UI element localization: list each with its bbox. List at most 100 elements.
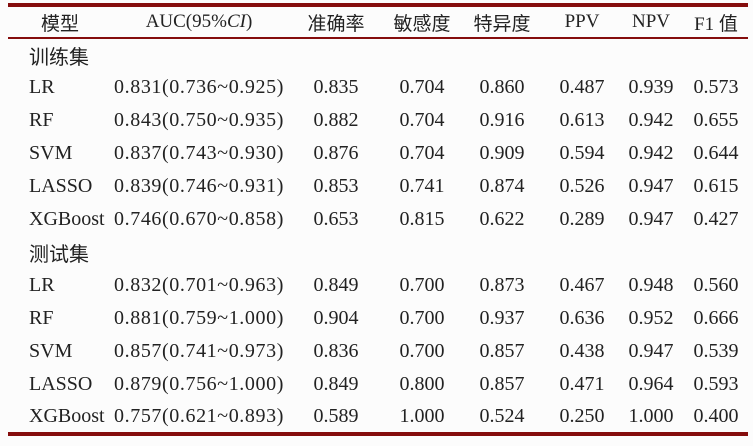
- cell-accuracy: 0.853: [313, 175, 359, 197]
- cell-f1: 0.400: [693, 405, 739, 427]
- cell-accuracy: 0.835: [313, 76, 359, 98]
- cell-npv: 0.939: [628, 76, 674, 98]
- cell-f1: 0.427: [693, 208, 739, 230]
- table-row: RF 0.843(0.750~0.935) 0.882 0.704 0.916 …: [8, 104, 748, 137]
- cell-f1: 0.644: [693, 142, 739, 164]
- cell-sensitivity: 0.700: [399, 307, 445, 329]
- cell-ppv: 0.467: [559, 274, 605, 296]
- table-row: LR 0.831(0.736~0.925) 0.835 0.704 0.860 …: [8, 71, 748, 104]
- cell-npv: 0.947: [628, 208, 674, 230]
- cell-ppv: 0.250: [559, 405, 605, 427]
- table-row: XGBoost 0.757(0.621~0.893) 0.589 1.000 0…: [8, 401, 748, 434]
- cell-sensitivity: 0.700: [399, 274, 445, 296]
- cell-accuracy: 0.653: [313, 208, 359, 230]
- cell-model: LASSO: [29, 373, 93, 395]
- cell-ppv: 0.487: [559, 76, 605, 98]
- cell-sensitivity: 0.704: [399, 76, 445, 98]
- cell-auc: 0.832(0.701~0.963): [114, 274, 284, 296]
- cell-sensitivity: 0.704: [399, 142, 445, 164]
- cell-auc: 0.757(0.621~0.893): [114, 405, 284, 427]
- header-auc-post: ): [245, 11, 253, 32]
- cell-ppv: 0.636: [559, 307, 605, 329]
- cell-accuracy: 0.882: [313, 109, 359, 131]
- cell-f1: 0.573: [693, 76, 739, 98]
- cell-auc: 0.831(0.736~0.925): [114, 76, 284, 98]
- header-sensitivity: 敏感度: [386, 5, 458, 39]
- cell-model: RF: [29, 307, 54, 329]
- table-header: 模型 AUC(95%CI) 准确率 敏感度 特异度 PPV NPV F1 值: [8, 5, 748, 39]
- model-metrics-table: 模型 AUC(95%CI) 准确率 敏感度 特异度 PPV NPV F1 值 训…: [8, 3, 748, 436]
- table-row: SVM 0.837(0.743~0.930) 0.876 0.704 0.909…: [8, 137, 748, 170]
- cell-f1: 0.560: [693, 274, 739, 296]
- cell-specificity: 0.622: [479, 208, 525, 230]
- cell-accuracy: 0.876: [313, 142, 359, 164]
- cell-ppv: 0.613: [559, 109, 605, 131]
- cell-f1: 0.615: [693, 175, 739, 197]
- section-label-test: 测试集: [29, 244, 89, 266]
- cell-accuracy: 0.849: [313, 274, 359, 296]
- cell-f1: 0.593: [693, 373, 739, 395]
- table-row: LASSO 0.839(0.746~0.931) 0.853 0.741 0.8…: [8, 170, 748, 203]
- cell-accuracy: 0.589: [313, 405, 359, 427]
- cell-specificity: 0.874: [479, 175, 525, 197]
- header-npv: NPV: [618, 5, 684, 39]
- cell-specificity: 0.937: [479, 307, 525, 329]
- header-row: 模型 AUC(95%CI) 准确率 敏感度 特异度 PPV NPV F1 值: [8, 5, 748, 39]
- cell-sensitivity: 0.800: [399, 373, 445, 395]
- cell-accuracy: 0.836: [313, 340, 359, 362]
- table-row: XGBoost 0.746(0.670~0.858) 0.653 0.815 0…: [8, 203, 748, 236]
- cell-npv: 1.000: [628, 405, 674, 427]
- cell-npv: 0.947: [628, 175, 674, 197]
- cell-specificity: 0.873: [479, 274, 525, 296]
- cell-ppv: 0.289: [559, 208, 605, 230]
- header-auc-ci: CI: [226, 11, 246, 32]
- cell-sensitivity: 0.741: [399, 175, 445, 197]
- cell-sensitivity: 1.000: [399, 405, 445, 427]
- cell-f1: 0.655: [693, 109, 739, 131]
- cell-auc: 0.879(0.756~1.000): [114, 373, 284, 395]
- cell-specificity: 0.909: [479, 142, 525, 164]
- cell-specificity: 0.524: [479, 405, 525, 427]
- cell-model: RF: [29, 109, 54, 131]
- cell-sensitivity: 0.815: [399, 208, 445, 230]
- cell-auc: 0.857(0.741~0.973): [114, 340, 284, 362]
- table-row: SVM 0.857(0.741~0.973) 0.836 0.700 0.857…: [8, 335, 748, 368]
- cell-model: XGBoost: [29, 405, 105, 427]
- cell-npv: 0.952: [628, 307, 674, 329]
- cell-ppv: 0.526: [559, 175, 605, 197]
- cell-sensitivity: 0.704: [399, 109, 445, 131]
- cell-npv: 0.942: [628, 142, 674, 164]
- header-f1: F1 值: [684, 5, 748, 39]
- table-row: RF 0.881(0.759~1.000) 0.904 0.700 0.937 …: [8, 302, 748, 335]
- table-row: LR 0.832(0.701~0.963) 0.849 0.700 0.873 …: [8, 269, 748, 302]
- section-label-train: 训练集: [29, 46, 89, 69]
- cell-specificity: 0.860: [479, 76, 525, 98]
- cell-f1: 0.539: [693, 340, 739, 362]
- cell-auc: 0.837(0.743~0.930): [114, 142, 284, 164]
- cell-auc: 0.746(0.670~0.858): [114, 208, 284, 230]
- cell-auc: 0.881(0.759~1.000): [114, 307, 284, 329]
- cell-specificity: 0.916: [479, 109, 525, 131]
- cell-model: LR: [29, 76, 55, 98]
- cell-auc: 0.839(0.746~0.931): [114, 175, 284, 197]
- cell-model: SVM: [29, 340, 73, 362]
- cell-npv: 0.942: [628, 109, 674, 131]
- cell-model: SVM: [29, 142, 73, 164]
- cell-specificity: 0.857: [479, 373, 525, 395]
- cell-specificity: 0.857: [479, 340, 525, 362]
- section-row-train: 训练集: [8, 38, 748, 71]
- table-row: LASSO 0.879(0.756~1.000) 0.849 0.800 0.8…: [8, 368, 748, 401]
- table-body: 训练集 LR 0.831(0.736~0.925) 0.835 0.704 0.…: [8, 38, 748, 434]
- cell-npv: 0.948: [628, 274, 674, 296]
- cell-f1: 0.666: [693, 307, 739, 329]
- header-auc-pre: AUC(95%: [145, 11, 227, 32]
- cell-npv: 0.964: [628, 373, 674, 395]
- cell-model: LR: [29, 274, 55, 296]
- cell-ppv: 0.471: [559, 373, 605, 395]
- header-accuracy: 准确率: [286, 5, 386, 39]
- cell-ppv: 0.594: [559, 142, 605, 164]
- header-ppv: PPV: [546, 5, 618, 39]
- header-model: 模型: [8, 5, 112, 39]
- cell-model: XGBoost: [29, 208, 105, 230]
